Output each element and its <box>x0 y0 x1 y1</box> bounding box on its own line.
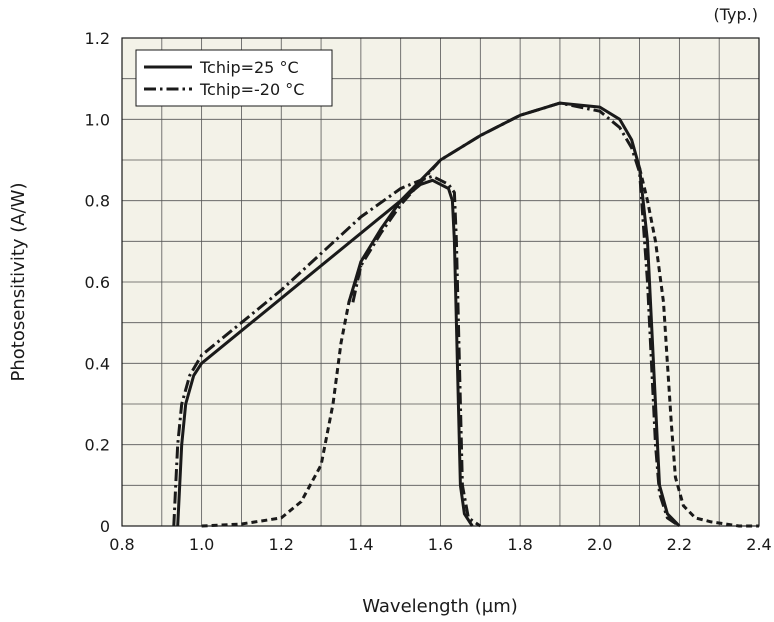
x-tick-label: 2.2 <box>667 535 692 554</box>
x-tick-label: 1.6 <box>428 535 453 554</box>
x-tick-label: 1.8 <box>507 535 532 554</box>
series-layer <box>172 101 759 528</box>
y-tick-label: 0.2 <box>85 436 110 455</box>
y-tick-label: 0.8 <box>85 192 110 211</box>
typical-note: (Typ.) <box>714 5 758 24</box>
series-line-2 <box>172 174 482 528</box>
x-tick-label: 2.4 <box>746 535 771 554</box>
plot-frame <box>121 37 760 527</box>
y-axis-ticks: 0 0.2 0.4 0.6 0.8 1.0 1.2 <box>85 29 110 536</box>
x-axis-ticks: 0.8 1.0 1.2 1.4 1.6 1.8 2.0 2.2 2.4 <box>109 535 771 554</box>
series-line-4 <box>351 101 681 528</box>
y-tick-label: 0 <box>100 517 110 536</box>
legend-box <box>135 49 333 107</box>
y-tick-label: 1.2 <box>85 29 110 48</box>
legend-label: Tchip=-20 °C <box>199 80 304 99</box>
y-tick-label: 0.6 <box>85 273 110 292</box>
y-tick-label: 0.4 <box>85 354 110 373</box>
series-line-6 <box>638 167 759 528</box>
series-line-3 <box>347 101 681 528</box>
y-axis-title: Photosensitivity (A/W) <box>8 183 29 382</box>
legend-label: Tchip=25 °C <box>199 58 299 77</box>
x-tick-label: 2.0 <box>587 535 612 554</box>
x-tick-label: 1.0 <box>189 535 214 554</box>
series-line-5 <box>201 265 363 528</box>
x-tick-label: 1.4 <box>348 535 373 554</box>
x-tick-label: 0.8 <box>109 535 134 554</box>
y-tick-label: 1.0 <box>85 110 110 129</box>
x-tick-label: 1.2 <box>269 535 294 554</box>
legend: Tchip=25 °C Tchip=-20 °C <box>135 49 333 107</box>
x-axis-title: Wavelength (µm) <box>362 596 518 617</box>
